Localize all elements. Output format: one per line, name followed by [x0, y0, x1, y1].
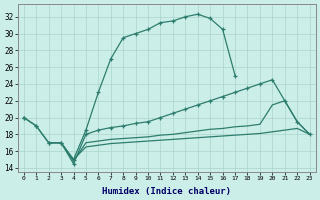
X-axis label: Humidex (Indice chaleur): Humidex (Indice chaleur) — [102, 187, 231, 196]
